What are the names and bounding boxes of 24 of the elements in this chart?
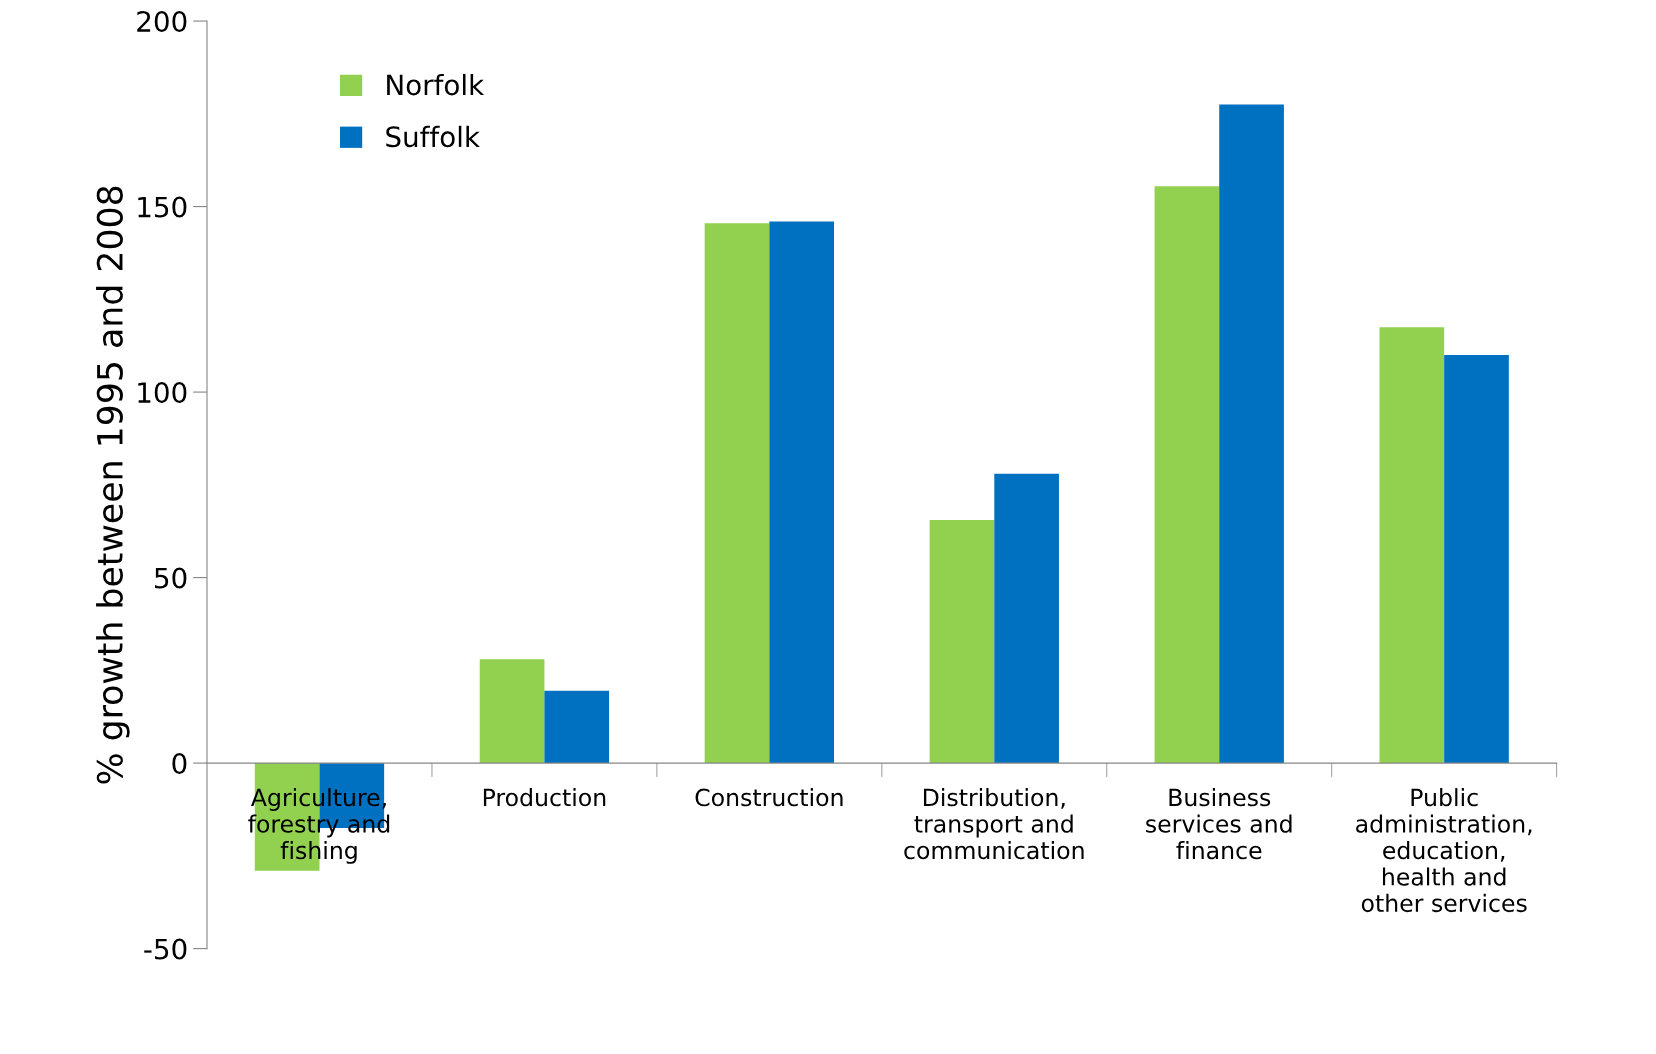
- bar: [769, 221, 835, 764]
- bar: [929, 520, 995, 764]
- bar: [994, 473, 1059, 764]
- bar: [704, 223, 770, 764]
- y-tick-label: 50: [155, 567, 187, 589]
- y-tick-label: 200: [137, 11, 187, 33]
- bar: [1219, 104, 1284, 764]
- x-tick-label: Construction: [695, 788, 843, 807]
- bar: [544, 690, 610, 764]
- legend-label: Suffolk: [386, 125, 480, 148]
- y-tick-label: 100: [138, 382, 187, 404]
- bar: [1154, 186, 1220, 764]
- bar: [1379, 327, 1445, 764]
- bar: [479, 659, 545, 764]
- x-tick-label: Business services and finance: [1146, 788, 1292, 860]
- y-tick-label: 0: [172, 753, 187, 775]
- y-tick-label: -50: [144, 938, 187, 960]
- x-tick-label: Production: [483, 788, 606, 807]
- y-axis-title: % growth between 1995 and 2008: [96, 186, 130, 784]
- x-tick-label: Public administration, education, health and other services: [1356, 788, 1532, 913]
- legend-label: Norfolk: [387, 73, 485, 96]
- y-tick-label: 150: [138, 196, 187, 218]
- x-tick-label: Distribution, transport and communication: [904, 788, 1084, 860]
- bar: [1444, 354, 1509, 764]
